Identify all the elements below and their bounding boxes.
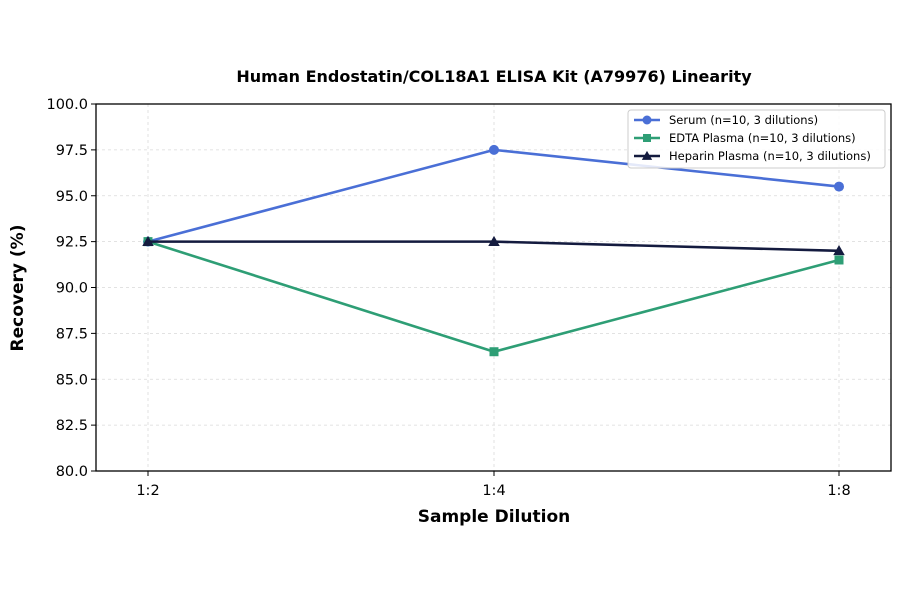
series-layer xyxy=(142,144,845,357)
x-tick-label: 1:8 xyxy=(827,483,850,499)
data-point-square xyxy=(489,347,499,357)
legend-label: EDTA Plasma (n=10, 3 dilutions) xyxy=(669,131,856,145)
y-tick-label: 95.0 xyxy=(56,189,88,205)
series-line xyxy=(147,240,840,354)
y-tick-label: 80.0 xyxy=(56,464,88,480)
chart-title: Human Endostatin/COL18A1 ELISA Kit (A799… xyxy=(236,67,752,86)
legend-marker-circle xyxy=(642,115,652,125)
x-tick-label: 1:2 xyxy=(136,483,159,499)
y-tick-label: 82.5 xyxy=(56,418,88,434)
y-tick-label: 85.0 xyxy=(56,372,88,388)
legend: Serum (n=10, 3 dilutions) EDTA Plasma (n=… xyxy=(627,109,886,169)
data-point-circle xyxy=(834,181,844,192)
y-tick-label: 92.5 xyxy=(56,235,88,251)
legend-marker-triangle xyxy=(641,150,653,160)
legend-marker-square xyxy=(643,134,651,142)
y-tick-label: 87.5 xyxy=(56,326,88,342)
data-point-circle xyxy=(489,144,499,155)
axis-ticks: 80.0 82.5 85.0 87.5 90.0 92.5 95.0 97.5 100.0 1:2… xyxy=(46,97,850,499)
y-tick-label: 100.0 xyxy=(46,97,88,113)
series-triangle xyxy=(142,235,845,256)
data-point-triangle xyxy=(833,245,845,256)
data-point-triangle xyxy=(142,235,154,246)
legend-label: Serum (n=10, 3 dilutions) xyxy=(669,113,818,127)
y-tick-label: 97.5 xyxy=(56,143,88,159)
legend-box xyxy=(627,109,886,169)
x-tick-label: 1:4 xyxy=(482,483,505,499)
series-square xyxy=(143,237,844,357)
y-tick-label: 90.0 xyxy=(56,281,88,297)
data-point-square xyxy=(834,255,844,265)
y-axis-label: Recovery (%) xyxy=(8,225,28,352)
data-point-triangle xyxy=(488,235,500,246)
x-axis-label: Sample Dilution xyxy=(418,507,570,527)
legend-label: Heparin Plasma (n=10, 3 dilutions) xyxy=(669,149,871,163)
